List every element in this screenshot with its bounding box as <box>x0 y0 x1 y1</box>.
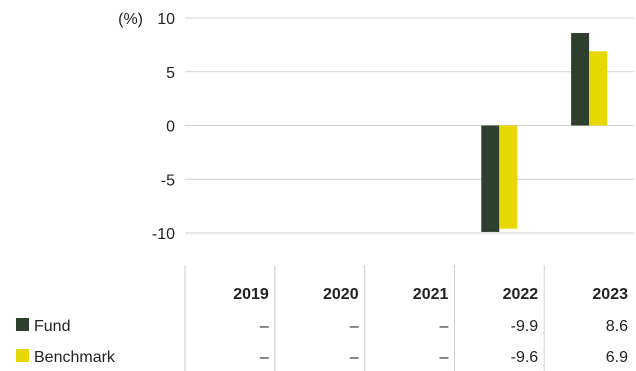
y-tick-label: 0 <box>166 119 175 136</box>
table-cell: – <box>350 318 359 335</box>
table-cell: -9.9 <box>511 318 539 335</box>
table-cell: 6.9 <box>606 349 628 366</box>
table-header-2019: 2019 <box>233 286 269 303</box>
y-tick-label: -10 <box>152 226 175 243</box>
legend-label-fund: Fund <box>34 318 70 335</box>
legend-swatch-benchmark <box>16 349 29 362</box>
table-header-2022: 2022 <box>503 286 539 303</box>
table-cell: -9.6 <box>511 349 539 366</box>
legend-swatch-fund <box>16 318 29 331</box>
bar-fund-2022 <box>481 125 500 232</box>
bar-benchmark-2023 <box>589 51 608 126</box>
data-table: 2019 2020 2021 2022 2023 Fund – – – -9.9 8.6 Benchm… <box>16 265 628 371</box>
y-axis-label: (%) <box>118 11 143 28</box>
table-header-2021: 2021 <box>413 286 449 303</box>
table-cell: – <box>260 349 269 366</box>
table-cell: – <box>439 318 448 335</box>
gridlines <box>185 17 634 234</box>
bar-benchmark-2022 <box>499 125 518 229</box>
table-cell: – <box>260 318 269 335</box>
y-tick-label: 10 <box>157 11 175 28</box>
legend-label-benchmark: Benchmark <box>34 349 116 366</box>
y-tick-label: -5 <box>161 172 175 189</box>
bar-fund-2023 <box>571 33 590 126</box>
table-cell: – <box>350 349 359 366</box>
table-cell: – <box>439 349 448 366</box>
table-header-2020: 2020 <box>323 286 359 303</box>
table-header-2023: 2023 <box>592 286 628 303</box>
y-tick-label: 5 <box>166 65 175 82</box>
table-cell: 8.6 <box>606 318 628 335</box>
y-axis: 10 5 0 -5 -10 <box>152 11 175 243</box>
bars <box>481 33 608 232</box>
